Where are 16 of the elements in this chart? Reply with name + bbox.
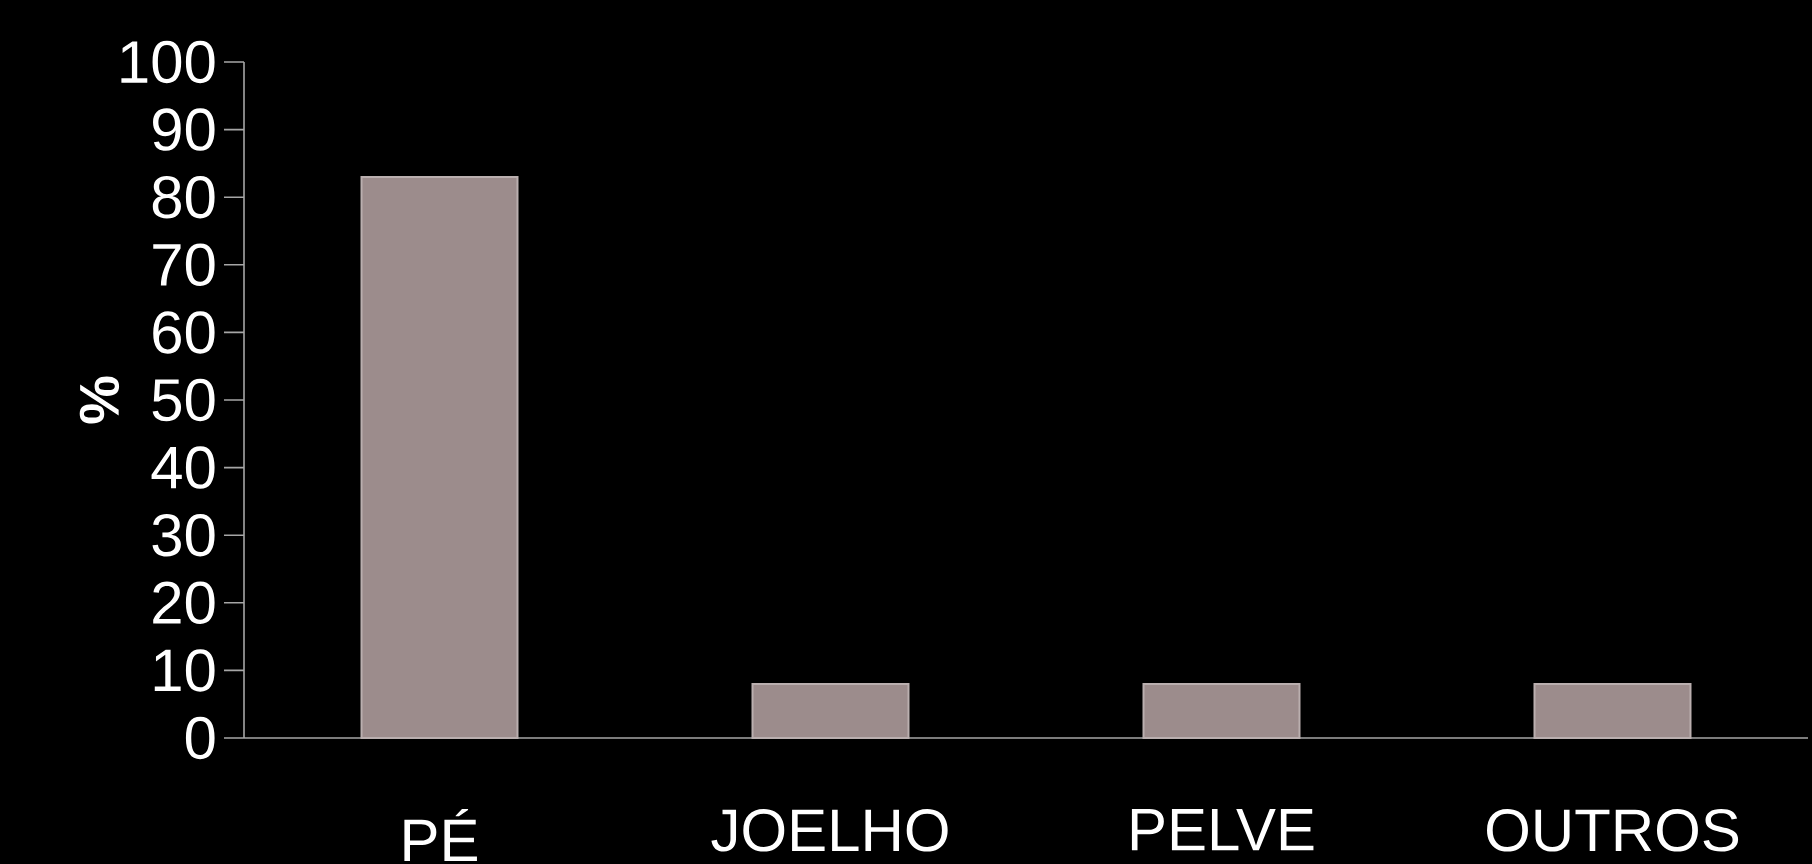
- y-tick-label: 50: [152, 378, 215, 422]
- y-tick-label: 0: [185, 716, 215, 760]
- x-tick-label: PELVE: [1131, 809, 1314, 851]
- y-axis-title: %: [79, 376, 120, 424]
- x-tick-label: OUTROS: [1487, 809, 1739, 852]
- y-tick-label: 60: [153, 311, 215, 354]
- y-tick-label: 30: [152, 513, 215, 557]
- y-tick-label: 80: [152, 175, 215, 219]
- y-tick-label: 20: [153, 581, 215, 625]
- x-tick-label: PÉ: [404, 809, 477, 862]
- y-tick-label: 100: [121, 40, 215, 84]
- y-tick-label: 40: [151, 446, 215, 489]
- x-tick-label: JOELHO: [711, 809, 948, 852]
- y-tick-label: 70: [153, 243, 215, 287]
- y-tick-label: 90: [153, 108, 215, 151]
- y-tick-label: 10: [154, 649, 215, 692]
